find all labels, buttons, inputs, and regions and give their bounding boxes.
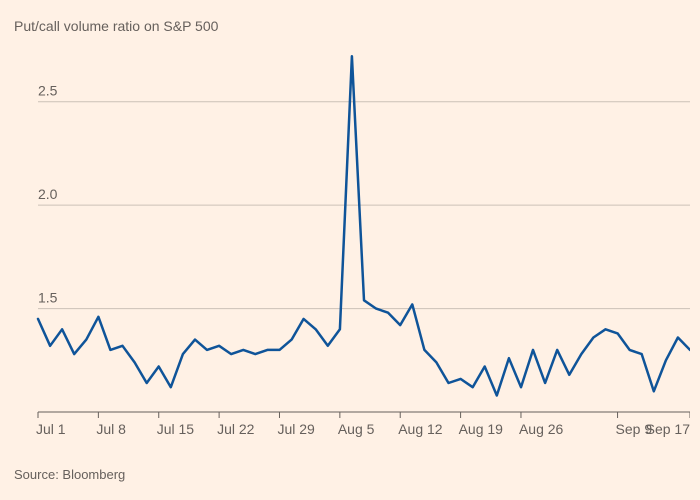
x-tick-label: Aug 12 (398, 421, 443, 437)
x-tick-label: Aug 5 (338, 421, 375, 437)
x-tick-label: Jul 22 (217, 421, 255, 437)
x-tick-label: Jul 1 (36, 421, 66, 437)
x-tick-label: Jul 8 (96, 421, 126, 437)
chart-plot-area: 1.5 2.0 2.5 Jul 1 Jul 8 Jul 15 Jul 22 Jul 29 Aug… (14, 42, 690, 437)
x-tick-label: Jul 15 (157, 421, 195, 437)
chart-container: Put/call volume ratio on S&P 500 1.5 2.0 2… (0, 0, 700, 500)
x-tick-label: Aug 19 (459, 421, 504, 437)
chart-subtitle: Put/call volume ratio on S&P 500 (14, 18, 690, 34)
y-tick-label: 2.0 (38, 186, 58, 202)
line-chart-svg: 1.5 2.0 2.5 Jul 1 Jul 8 Jul 15 Jul 22 Jul 29 Aug… (14, 42, 690, 437)
x-tick-label: Sep 17 (646, 421, 690, 437)
x-tick-label: Jul 29 (277, 421, 315, 437)
y-tick-label: 2.5 (38, 83, 58, 99)
data-line (38, 56, 690, 395)
chart-source: Source: Bloomberg (14, 467, 125, 482)
x-tick-label: Aug 26 (519, 421, 564, 437)
y-tick-label: 1.5 (38, 290, 58, 306)
